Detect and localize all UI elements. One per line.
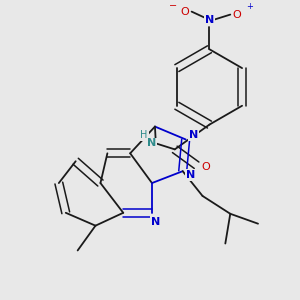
Text: −: −	[169, 1, 177, 11]
Text: O: O	[180, 7, 189, 16]
Text: H: H	[140, 130, 148, 140]
Text: N: N	[147, 138, 157, 148]
Text: N: N	[189, 130, 198, 140]
Text: O: O	[233, 10, 242, 20]
Text: N: N	[205, 14, 214, 25]
Text: N: N	[151, 217, 160, 227]
Text: +: +	[246, 2, 253, 11]
Text: O: O	[201, 162, 210, 172]
Text: N: N	[186, 170, 195, 180]
